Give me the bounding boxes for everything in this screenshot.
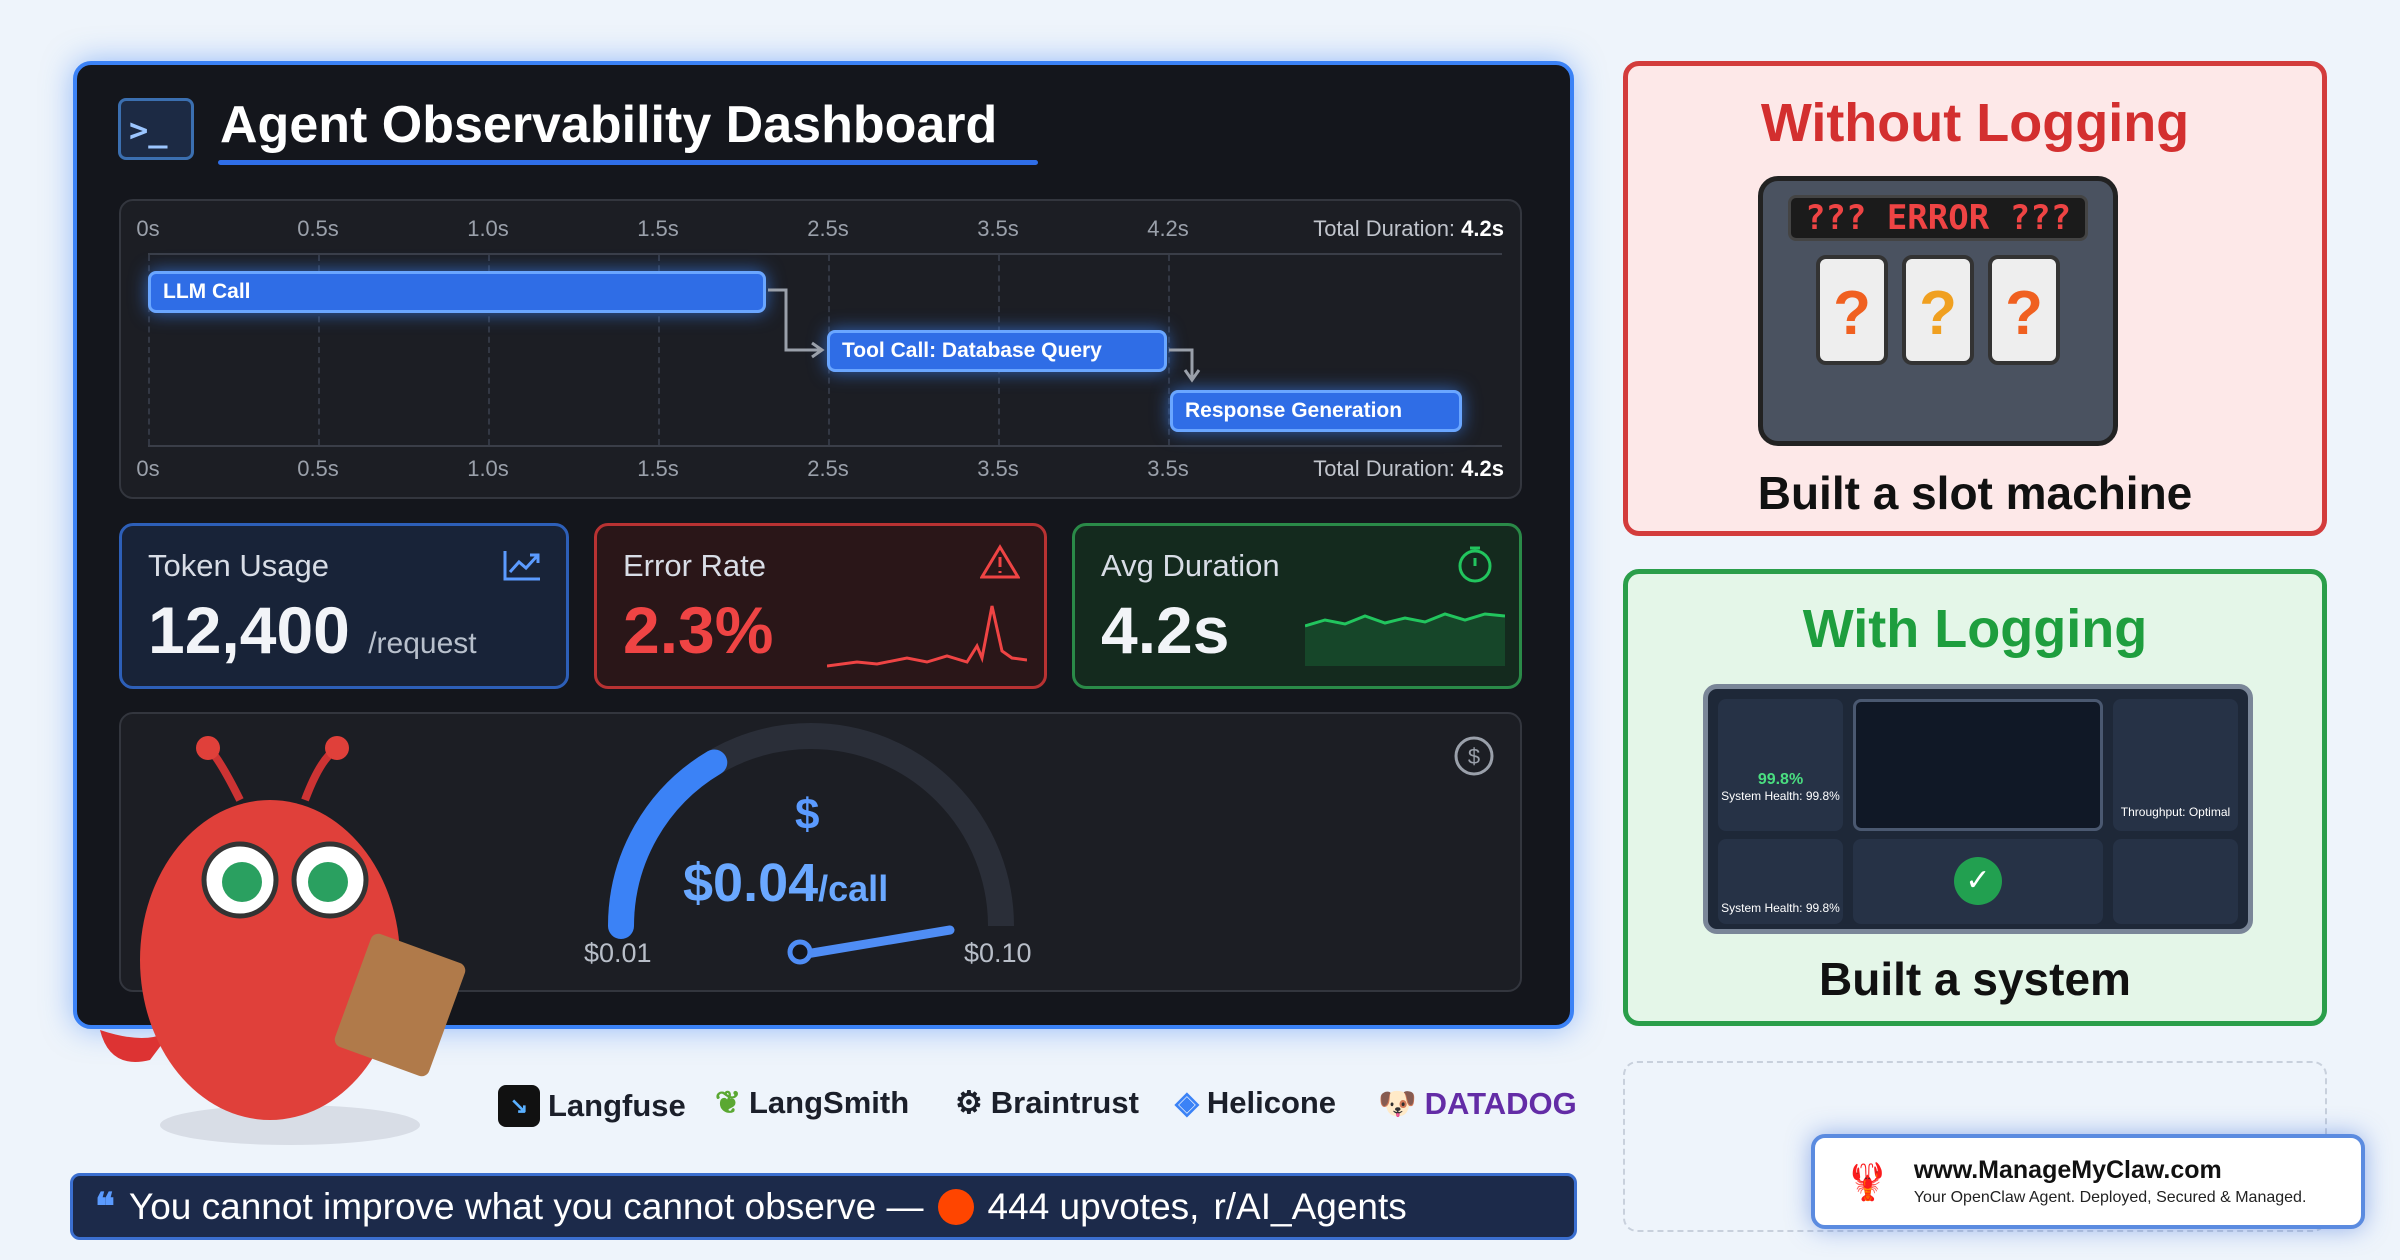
without-logging-panel: Without Logging ??? ERROR ??? ? ? ? Buil… — [1623, 61, 2327, 536]
metric-error-rate: Error Rate 2.3% — [594, 523, 1047, 689]
quote-icon: ❝ — [95, 1186, 115, 1227]
promo-card[interactable]: 🦞 www.ManageMyClaw.com Your OpenClaw Agen… — [1811, 1134, 2365, 1229]
span-response-generation[interactable]: Response Generation — [1170, 390, 1462, 432]
page-title: Agent Observability Dashboard — [220, 96, 998, 154]
leaf-icon: ❦ — [715, 1085, 741, 1120]
timeline-tick-top: 0.5s — [297, 216, 339, 241]
reddit-icon — [937, 1188, 974, 1225]
datadog-icon: 🐶 — [1378, 1086, 1417, 1121]
metric-value: 4.2s — [1101, 593, 1230, 667]
timeline-gridline — [658, 255, 660, 445]
timeline-bottom-axis — [148, 445, 1502, 447]
logo-braintrust: ⚙ Braintrust — [955, 1085, 1139, 1120]
check-icon: ✓ — [1954, 857, 2002, 905]
timeline-tick-top: 2.5s — [807, 216, 849, 241]
lobster-icon: 🦞 — [1845, 1160, 1890, 1202]
bar-widget — [2113, 839, 2238, 924]
metric-avg-duration: Avg Duration 4.2s — [1072, 523, 1522, 689]
timeline-tick-bottom: 1.5s — [637, 456, 679, 481]
timeline-tick-bottom: 3.5s — [977, 456, 1019, 481]
slot-reel: ? — [1988, 255, 2060, 365]
svg-text:$: $ — [1468, 744, 1480, 769]
quote-banner: ❝ You cannot improve what you cannot obs… — [70, 1173, 1577, 1240]
stopwatch-icon — [1458, 546, 1492, 583]
with-logging-panel: With Logging 99.8% System Health: 99.8% S… — [1623, 569, 2327, 1026]
cost-max: $0.10 — [964, 938, 1032, 968]
metric-token-usage: Token Usage 12,400 /request — [119, 523, 569, 689]
total-duration-top: Total Duration: 4.2s — [1313, 216, 1504, 241]
error-sparkline — [827, 605, 1027, 668]
timeline-tick-bottom: 1.0s — [467, 456, 509, 481]
logo-langfuse: ↘ Langfuse — [498, 1085, 686, 1127]
timeline-tick-bottom: 0s — [136, 456, 160, 481]
span-tool-call[interactable]: Tool Call: Database Query — [827, 330, 1167, 372]
langfuse-icon: ↘ — [498, 1085, 540, 1127]
timeline-tick-bottom: 2.5s — [807, 456, 849, 481]
promo-tagline: Your OpenClaw Agent. Deployed, Secured &… — [1913, 1189, 2307, 1206]
trend-chart-icon — [503, 551, 540, 581]
dollar-icon: $ — [1454, 736, 1494, 776]
without-logging-caption: Built a slot machine — [1757, 467, 2193, 519]
timeline-tick-top: 3.5s — [977, 216, 1019, 241]
timeline-tick-bottom: 3.5s — [1147, 456, 1189, 481]
timeline-tick-top: 4.2s — [1147, 216, 1189, 241]
timeline-tick-top: 1.0s — [467, 216, 509, 241]
health-widget: 99.8% System Health: 99.8% — [1718, 699, 1843, 831]
with-logging-caption: Built a system — [1819, 953, 2131, 1005]
system-dashboard-illustration: 99.8% System Health: 99.8% System Health:… — [1703, 684, 2253, 934]
cost-value: $0.04/call — [683, 853, 889, 913]
slot-reel: ? — [1902, 255, 1974, 365]
code-window — [1853, 699, 2103, 831]
span-llm-call[interactable]: LLM Call — [148, 271, 766, 313]
helicone-icon: ◈ — [1175, 1085, 1199, 1120]
timeline-tick-top: 0s — [136, 216, 160, 241]
status-widget: ✓ — [1853, 839, 2103, 924]
metric-value: 12,400 /request — [148, 593, 477, 667]
with-logging-title: With Logging — [1802, 599, 2148, 659]
warning-icon — [980, 544, 1020, 579]
health-widget-2: System Health: 99.8% — [1718, 839, 1843, 924]
title-underline — [218, 160, 1038, 165]
mascot-illustration — [100, 736, 466, 1145]
slot-reel: ? — [1816, 255, 1888, 365]
without-logging-title: Without Logging — [1760, 93, 2190, 153]
total-duration-bottom: Total Duration: 4.2s — [1313, 456, 1504, 481]
metric-label: Error Rate — [623, 548, 766, 583]
logo-datadog: 🐶 DATADOG — [1378, 1085, 1577, 1122]
throughput-widget: Throughput: Optimal — [2113, 699, 2238, 831]
timeline-gridline — [488, 255, 490, 445]
timeline-tick-top: 1.5s — [637, 216, 679, 241]
timeline-tick-bottom: 0.5s — [297, 456, 339, 481]
metric-label: Avg Duration — [1101, 548, 1280, 583]
logo-helicone: ◈ Helicone — [1175, 1085, 1337, 1120]
timeline-top-axis — [148, 253, 1502, 255]
gear-icon: ⚙ — [955, 1085, 983, 1120]
cost-gauge — [608, 723, 1014, 965]
timeline-gridline — [318, 255, 320, 445]
timeline-gridline — [148, 255, 150, 445]
slot-machine-illustration: ??? ERROR ??? ? ? ? — [1758, 176, 2118, 446]
cost-min: $0.01 — [584, 938, 652, 968]
span-connectors — [768, 288, 1201, 383]
promo-url[interactable]: www.ManageMyClaw.com — [1913, 1156, 2222, 1184]
slot-screen: ??? ERROR ??? — [1788, 195, 2088, 241]
metric-value: 2.3% — [623, 593, 774, 667]
duration-sparkline — [1305, 612, 1505, 666]
metric-label: Token Usage — [148, 548, 329, 583]
cost-symbol: $ — [795, 790, 820, 839]
logo-langsmith: ❦ LangSmith — [715, 1085, 910, 1120]
terminal-icon: >_ — [118, 98, 194, 160]
